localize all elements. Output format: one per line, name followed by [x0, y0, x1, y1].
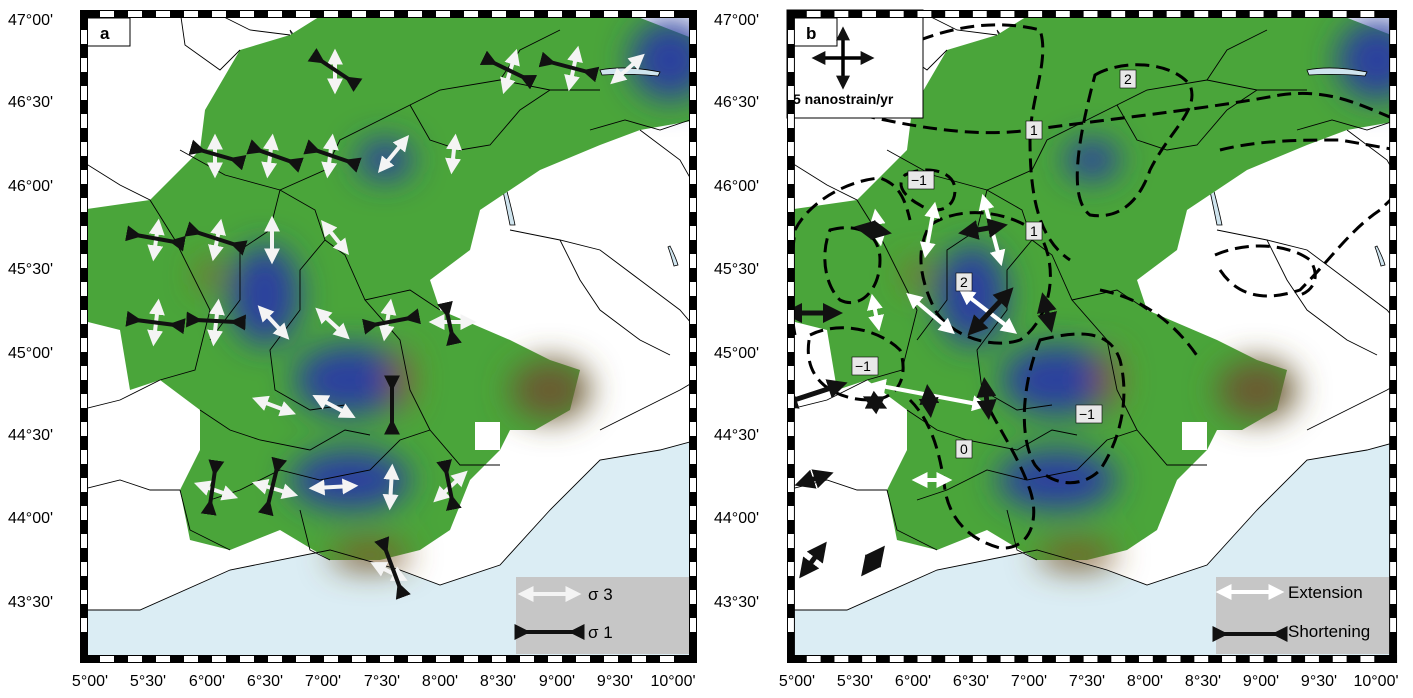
x-tick-label: 7°30': [364, 673, 400, 690]
x-axis-a: 5°00' 5°30' 6°00' 6°30' 7°00' 7°30' 8°00…: [72, 673, 696, 690]
x-axis-b: 5°00' 5°30' 6°00' 6°30' 7°00' 7°30' 8°00…: [779, 673, 1399, 690]
y-tick-label: 45°30': [714, 261, 759, 278]
y-tick-label: 46°30': [8, 94, 53, 111]
legend-b-extension-label: Extension: [1288, 583, 1363, 602]
y-tick-label: 44°00': [714, 510, 759, 527]
x-tick-label: 7°30': [1069, 673, 1105, 690]
contour-label: 2: [960, 274, 968, 290]
y-tick-label: 46°30': [714, 94, 759, 111]
x-tick-label: 9°30': [597, 673, 633, 690]
legend-b: Extension Shortening: [1212, 577, 1396, 654]
x-tick-label: 6°30': [247, 673, 283, 690]
scale-box: b 5 nanostrain/yr: [786, 9, 924, 119]
y-tick-label: 47°00': [8, 12, 53, 29]
x-tick-label: 7°00': [305, 673, 341, 690]
x-tick-label: 5°00': [779, 673, 815, 690]
contour-label: 2: [1124, 71, 1132, 87]
panel-b-map: 2 1 −1 1 2 −1 −1 0 b: [786, 9, 1398, 663]
y-tick-label: 45°30': [8, 261, 53, 278]
contour-label: −1: [855, 358, 871, 374]
y-tick-label: 45°00': [714, 345, 759, 362]
y-tick-label: 44°30': [8, 427, 53, 444]
strain-arrows-b: [787, 193, 1057, 579]
y-tick-label: 44°00': [8, 510, 53, 527]
y-tick-label: 43°30': [8, 594, 53, 611]
x-tick-label: 7°00': [1011, 673, 1047, 690]
x-tick-label: 9°00': [1243, 673, 1279, 690]
contour-label: −1: [911, 172, 927, 188]
x-tick-label: 8°30': [480, 673, 516, 690]
y-tick-label: 47°00': [714, 12, 759, 29]
legend-a: σ 3 σ 1: [514, 577, 696, 654]
y-tick-label: 43°30': [714, 594, 759, 611]
contour-label: 1: [1030, 122, 1038, 138]
x-tick-label: 8°00': [422, 673, 458, 690]
x-tick-label: 6°00': [895, 673, 931, 690]
legend-a-extension-label: σ 3: [588, 585, 613, 604]
x-tick-label: 9°30': [1301, 673, 1337, 690]
contour-label: 0: [960, 441, 968, 457]
contour-label: −1: [1079, 406, 1095, 422]
stress-axes-a: [125, 45, 645, 600]
x-tick-label: 6°00': [189, 673, 225, 690]
y-tick-label: 44°30': [714, 427, 759, 444]
y-tick-label: 46°00': [8, 178, 53, 195]
y-axis-b: 47°00' 46°30' 46°00' 45°30' 45°00' 44°30…: [714, 12, 759, 611]
contour-labels: 2 1 −1 1 2 −1 −1 0: [851, 69, 1137, 459]
x-tick-label: 5°00': [72, 673, 108, 690]
y-tick-label: 45°00': [8, 345, 53, 362]
x-tick-label: 5°30': [130, 673, 166, 690]
x-tick-label: 6°30': [953, 673, 989, 690]
x-tick-label: 9°00': [539, 673, 575, 690]
panel-a-map: σ 3 σ 1 a: [80, 10, 697, 663]
x-tick-label: 8°30': [1185, 673, 1221, 690]
y-axis-a: 47°00' 46°30' 46°00' 45°30' 45°00' 44°30…: [8, 12, 53, 611]
panel-b-label: b: [806, 24, 816, 43]
panel-a-label: a: [100, 24, 110, 43]
y-tick-label: 46°00': [714, 178, 759, 195]
legend-b-shortening-label: Shortening: [1288, 622, 1370, 641]
x-tick-label: 10°00': [1353, 673, 1398, 690]
x-tick-label: 10°00': [650, 673, 695, 690]
legend-a-shortening-label: σ 1: [588, 623, 613, 642]
contour-label: 1: [1030, 223, 1038, 239]
x-tick-label: 5°30': [837, 673, 873, 690]
x-tick-label: 8°00': [1127, 673, 1163, 690]
scale-label: 5 nanostrain/yr: [793, 91, 894, 107]
